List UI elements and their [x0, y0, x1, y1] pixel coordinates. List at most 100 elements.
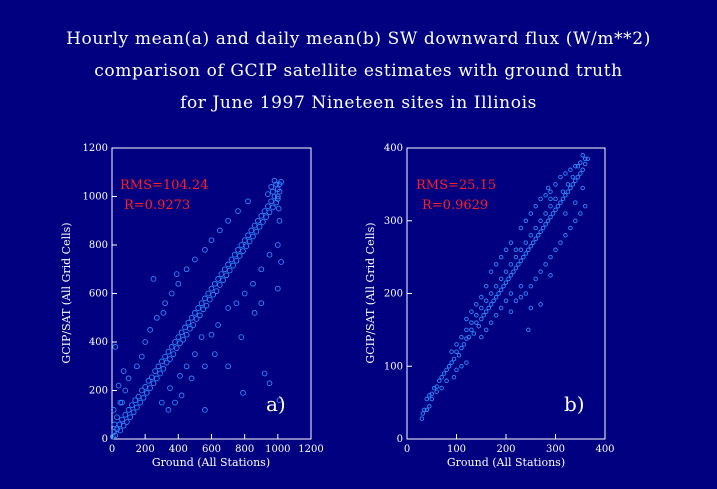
data-point-a — [275, 205, 282, 212]
data-point-b — [498, 254, 504, 260]
data-point-a — [274, 196, 281, 202]
data-point-b — [508, 291, 514, 296]
data-point-b — [538, 269, 543, 274]
data-point-b — [560, 189, 566, 194]
data-point-a — [261, 208, 268, 214]
data-point-a — [238, 242, 245, 248]
data-point-b — [483, 327, 489, 333]
data-point-a — [120, 422, 127, 429]
data-point-b — [456, 353, 462, 358]
data-point-b — [459, 334, 464, 340]
x-axis-label-a: Ground (All Stations) — [152, 456, 270, 469]
data-point-b — [481, 313, 486, 318]
data-point-a — [150, 380, 157, 387]
data-point-b — [555, 203, 561, 209]
data-point-b — [533, 236, 538, 242]
data-point-a — [218, 271, 225, 277]
data-point-a — [200, 306, 207, 313]
data-point-a — [190, 322, 197, 328]
data-point-a — [119, 399, 125, 406]
data-point-a — [235, 208, 241, 214]
data-point-b — [424, 407, 430, 413]
data-point-b — [511, 269, 516, 274]
data-point-a — [206, 296, 213, 303]
data-point-a — [134, 404, 140, 411]
data-point-a — [245, 232, 251, 239]
x-ticks-a: 0 200 400 600 800 1000 1200 — [109, 434, 324, 455]
data-point-a — [163, 359, 170, 366]
data-point-a — [114, 414, 120, 421]
data-point-b — [476, 323, 482, 329]
data-point-a — [240, 248, 246, 254]
data-point-b — [508, 262, 514, 267]
data-point-b — [471, 331, 477, 336]
data-point-b — [491, 298, 496, 304]
data-point-b — [573, 178, 578, 183]
y-tick-label-b: 0 — [397, 434, 403, 445]
y-tick-label-a: 200 — [89, 386, 108, 397]
data-point-b — [518, 283, 524, 289]
data-point-a — [135, 393, 142, 400]
x-tick-label-b: 400 — [595, 444, 614, 455]
data-point-a — [261, 370, 268, 377]
data-point-b — [533, 276, 538, 282]
data-point-a — [210, 291, 217, 298]
data-point-a — [192, 310, 198, 316]
data-point-a — [205, 290, 212, 297]
data-point-a — [235, 246, 241, 253]
data-point-b — [528, 211, 534, 216]
data-point-a — [183, 363, 190, 370]
data-point-a — [158, 358, 165, 365]
data-point-a — [192, 351, 198, 357]
r-label-a: R=0.9273 — [124, 198, 190, 213]
data-point-b — [575, 163, 581, 169]
data-point-a — [158, 399, 165, 406]
data-point-a — [266, 209, 273, 216]
data-point-b — [474, 313, 479, 318]
y-tick-label-b: 200 — [384, 289, 403, 300]
data-point-b — [513, 254, 519, 260]
data-point-b — [543, 211, 548, 216]
y-tick-label-a: 1200 — [83, 143, 108, 154]
data-point-b — [568, 185, 573, 191]
data-point-b — [578, 211, 583, 216]
panel-label-a: a) — [266, 392, 286, 416]
data-point-b — [560, 196, 566, 202]
data-point-a — [274, 193, 281, 200]
data-point-b — [451, 356, 457, 362]
x-tick-label-a: 600 — [202, 444, 221, 455]
data-point-a — [114, 426, 120, 433]
data-point-a — [260, 219, 266, 225]
data-point-a — [202, 363, 208, 370]
data-point-a — [185, 319, 192, 326]
y-tick-label-b: 100 — [384, 361, 403, 372]
data-point-b — [454, 367, 459, 373]
x-tick-label-a: 0 — [109, 444, 115, 455]
data-point-a — [172, 399, 178, 406]
data-point-a — [274, 285, 281, 292]
data-point-b — [580, 167, 585, 173]
data-point-b — [526, 247, 531, 253]
x-tick-label-a: 1200 — [298, 444, 323, 455]
r-label-b: R=0.9629 — [422, 198, 488, 213]
panel-a: 0 200 400 600 800 1000 1200 0 200 400 600 800 1000 1… — [60, 143, 324, 469]
data-point-b — [436, 378, 442, 384]
data-point-b — [493, 313, 499, 318]
data-point-a — [120, 368, 127, 374]
data-point-a — [182, 324, 188, 331]
data-point-a — [253, 228, 260, 235]
data-point-a — [178, 329, 185, 336]
x-tick-label-b: 300 — [546, 444, 565, 455]
data-point-b — [449, 349, 454, 354]
data-point-a — [258, 266, 265, 273]
data-point-a — [167, 356, 173, 362]
data-point-a — [233, 257, 240, 264]
data-point-b — [568, 167, 573, 173]
data-point-a — [188, 314, 195, 321]
data-point-b — [573, 200, 578, 205]
data-point-a — [265, 203, 271, 210]
x-tick-label-b: 100 — [447, 444, 466, 455]
title-line-1: Hourly mean(a) and daily mean(b) SW down… — [66, 29, 651, 49]
data-point-b — [548, 196, 553, 202]
data-point-b — [570, 174, 576, 180]
